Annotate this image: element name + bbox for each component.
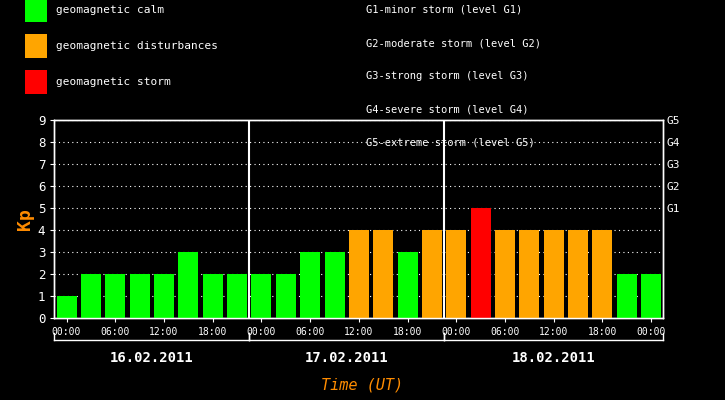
Text: G2-moderate storm (level G2): G2-moderate storm (level G2) bbox=[366, 38, 541, 48]
Text: geomagnetic disturbances: geomagnetic disturbances bbox=[56, 41, 217, 51]
Text: G5-extreme storm (level G5): G5-extreme storm (level G5) bbox=[366, 138, 535, 148]
Bar bbox=[276, 274, 296, 318]
Y-axis label: Kp: Kp bbox=[16, 208, 33, 230]
Bar bbox=[178, 252, 199, 318]
Bar bbox=[81, 274, 101, 318]
Text: 18.02.2011: 18.02.2011 bbox=[512, 351, 596, 365]
Text: geomagnetic storm: geomagnetic storm bbox=[56, 77, 170, 87]
Text: G3-strong storm (level G3): G3-strong storm (level G3) bbox=[366, 72, 529, 82]
Bar bbox=[495, 230, 515, 318]
Bar bbox=[105, 274, 125, 318]
Text: 17.02.2011: 17.02.2011 bbox=[304, 351, 389, 365]
Bar bbox=[641, 274, 661, 318]
Bar bbox=[397, 252, 418, 318]
Bar bbox=[544, 230, 564, 318]
Bar bbox=[471, 208, 491, 318]
Bar bbox=[325, 252, 344, 318]
Text: 16.02.2011: 16.02.2011 bbox=[110, 351, 194, 365]
Text: geomagnetic calm: geomagnetic calm bbox=[56, 5, 164, 15]
Bar bbox=[300, 252, 320, 318]
Bar bbox=[349, 230, 369, 318]
Bar bbox=[130, 274, 149, 318]
Text: G1-minor storm (level G1): G1-minor storm (level G1) bbox=[366, 5, 523, 15]
Bar bbox=[203, 274, 223, 318]
Bar bbox=[252, 274, 271, 318]
Bar bbox=[568, 230, 588, 318]
Bar bbox=[447, 230, 466, 318]
Text: Time (UT): Time (UT) bbox=[321, 377, 404, 392]
Text: G4-severe storm (level G4): G4-severe storm (level G4) bbox=[366, 105, 529, 115]
Bar bbox=[422, 230, 442, 318]
Bar bbox=[617, 274, 637, 318]
Bar bbox=[373, 230, 393, 318]
Bar bbox=[519, 230, 539, 318]
Bar bbox=[227, 274, 247, 318]
Bar bbox=[592, 230, 613, 318]
Bar bbox=[57, 296, 77, 318]
Bar bbox=[154, 274, 174, 318]
